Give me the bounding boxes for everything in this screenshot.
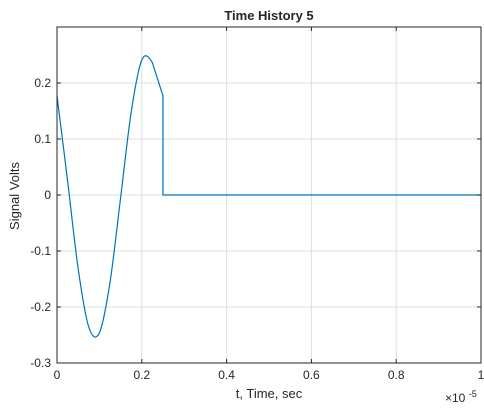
y-tick-label: -0.1 xyxy=(30,244,51,258)
y-axis-label: Signal Volts xyxy=(7,162,22,230)
y-ticks: -0.3 -0.2 -0.1 0 0.1 0.2 xyxy=(30,76,481,370)
x-tick-label: 0.6 xyxy=(303,368,320,382)
x-tick-label: 0.4 xyxy=(218,368,235,382)
y-tick-label: 0 xyxy=(44,188,51,202)
x-tick-label: 1 xyxy=(478,368,484,382)
x-ticks: 0 0.2 0.4 0.6 0.8 1 xyxy=(54,27,484,382)
x-scale-factor: ×10 -5 xyxy=(445,389,477,405)
x-tick-label: 0.2 xyxy=(133,368,150,382)
chart-title: Time History 5 xyxy=(224,8,313,23)
series-layer xyxy=(56,55,481,338)
x-tick-label: 0 xyxy=(54,368,61,382)
y-tick-label: 0.2 xyxy=(34,76,51,90)
x-scale-base: ×10 xyxy=(445,391,466,405)
x-axis-label: t, Time, sec xyxy=(236,386,303,401)
y-tick-label: 0.1 xyxy=(34,132,51,146)
series-line xyxy=(56,55,481,338)
x-scale-exponent: -5 xyxy=(469,389,477,399)
y-tick-label: -0.2 xyxy=(30,300,51,314)
y-tick-label: -0.3 xyxy=(30,356,51,370)
x-tick-label: 0.8 xyxy=(388,368,405,382)
